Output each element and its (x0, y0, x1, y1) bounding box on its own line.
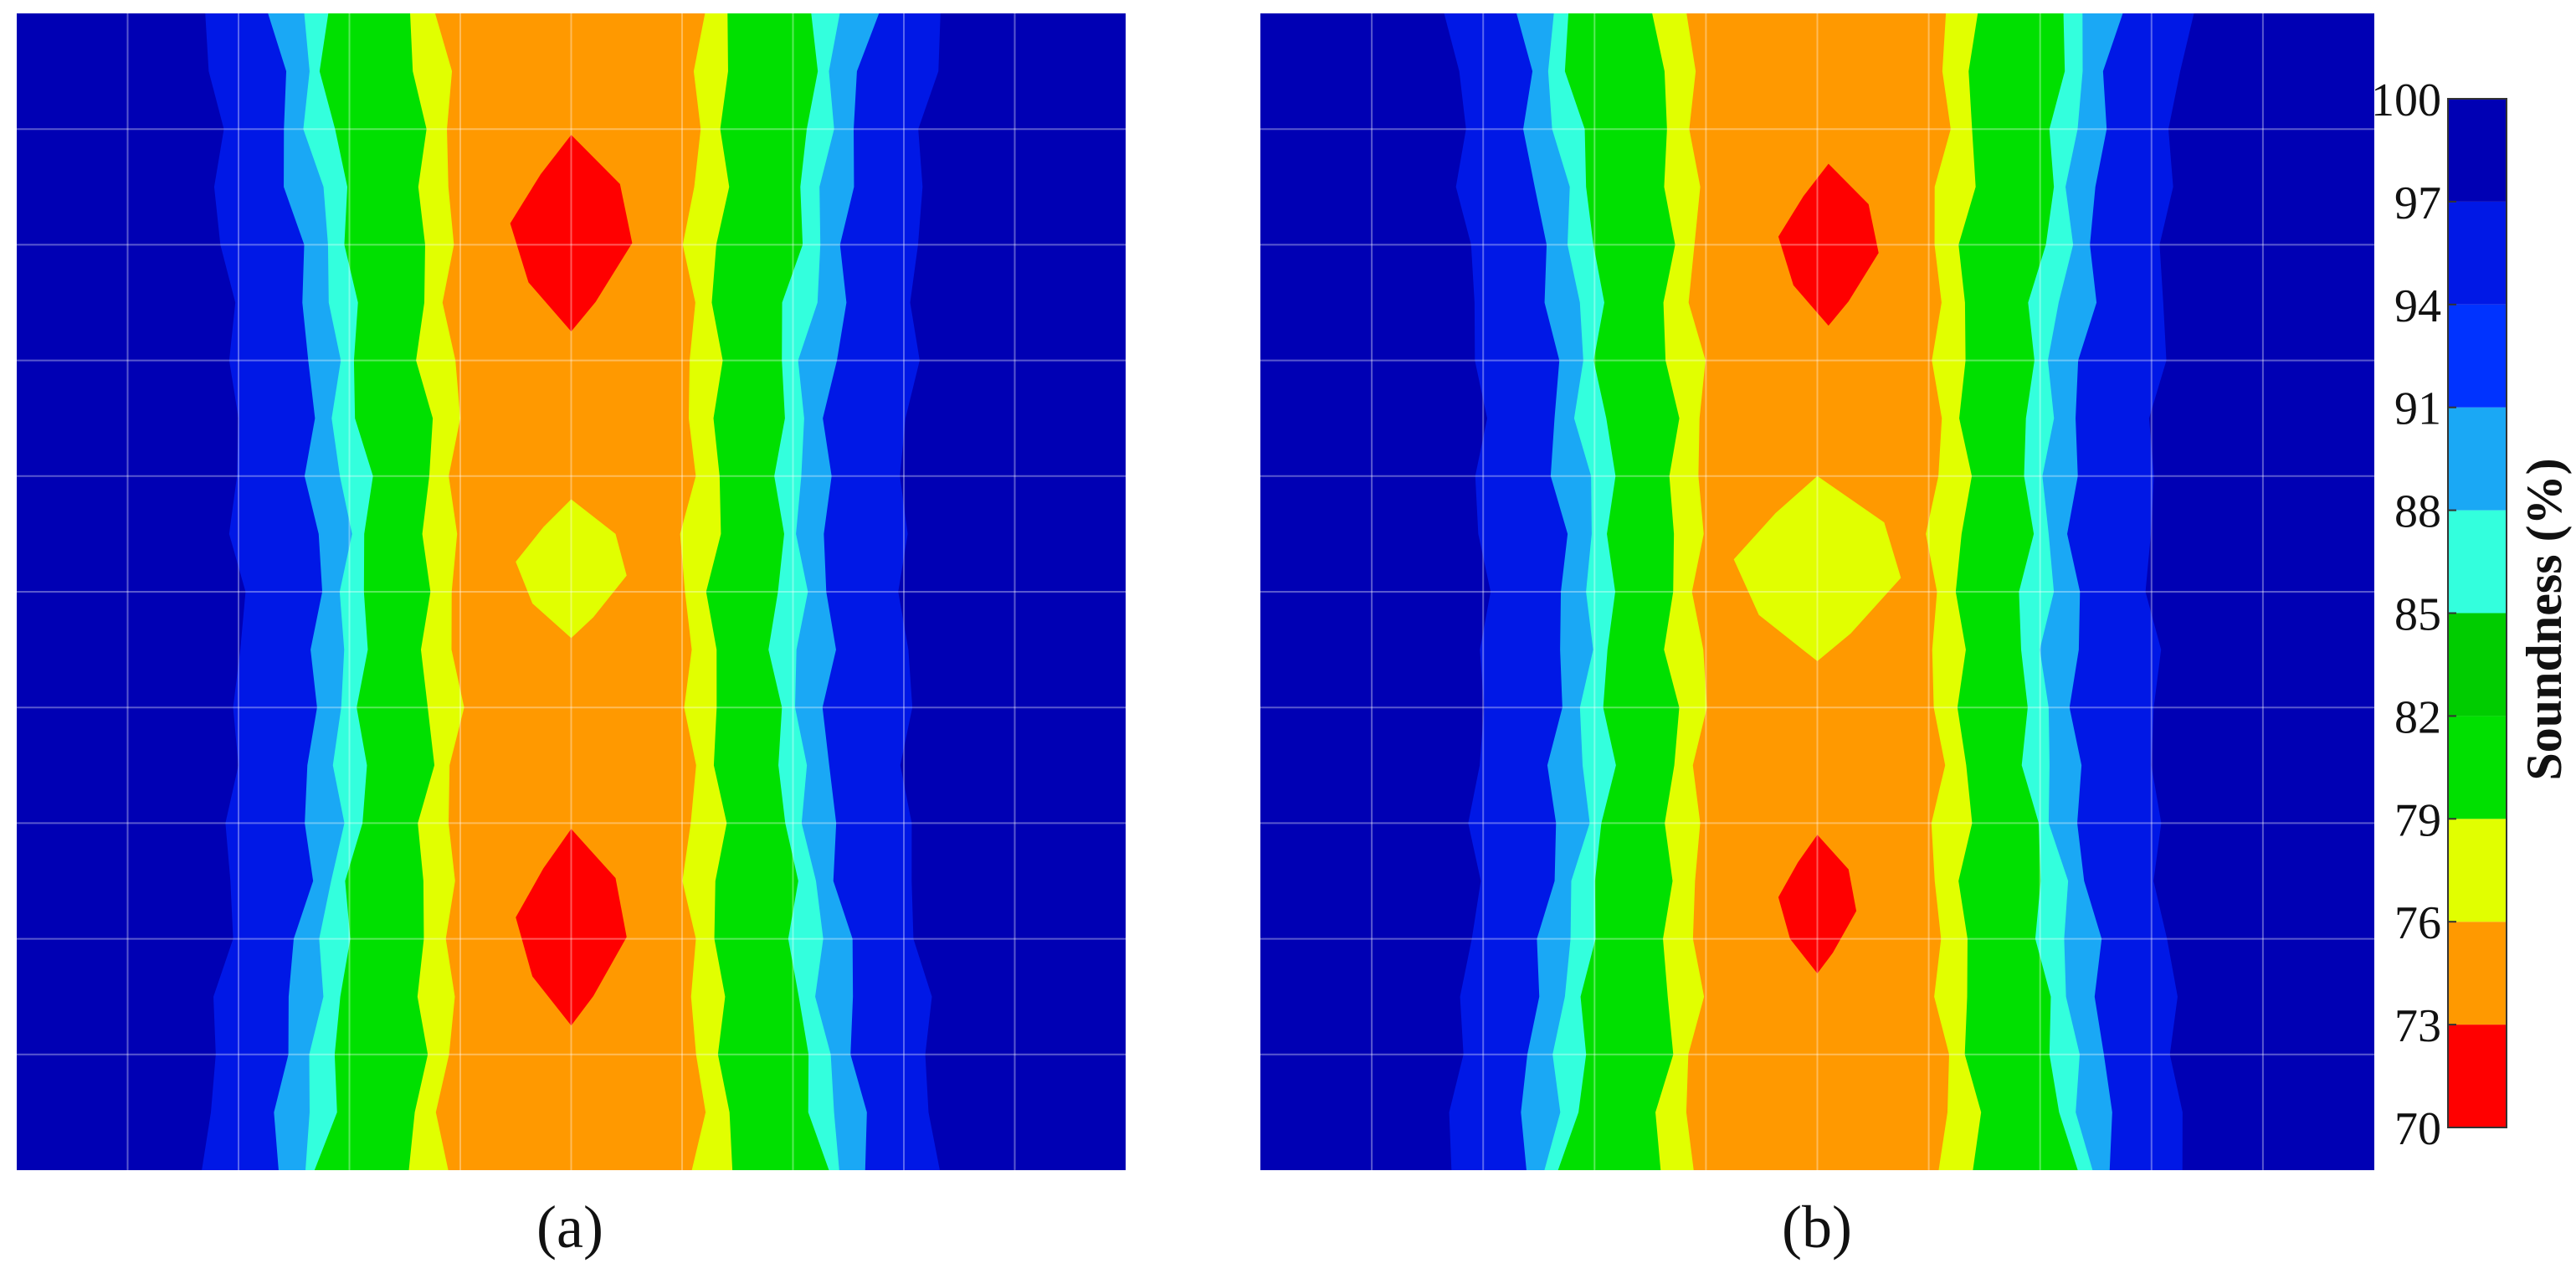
colorbar-tick-label: 76 (2394, 897, 2441, 949)
contour-panel (1260, 13, 2374, 1170)
contour-island (1778, 835, 1857, 974)
colorbar-segment (2448, 304, 2507, 408)
panel-label: (a) (536, 1194, 603, 1261)
colorbar-title: Soundness (%) (2517, 458, 2572, 780)
colorbar-segment (2448, 201, 2507, 305)
colorbar-tick-label: 100 (2371, 74, 2441, 126)
contour-body (17, 13, 1126, 1170)
colorbar-tick-label: 70 (2394, 1103, 2441, 1155)
colorbar-segment (2448, 407, 2507, 511)
contour-panel (17, 13, 1126, 1170)
colorbar-segment (2448, 99, 2507, 202)
colorbar-tick-label: 91 (2394, 383, 2441, 435)
colorbar-segment (2448, 510, 2507, 614)
contour-island (510, 135, 633, 332)
colorbar-segment (2448, 1025, 2507, 1127)
colorbar-tick-label: 94 (2394, 280, 2441, 332)
colorbar-segment (2448, 819, 2507, 922)
colorbar-segment (2448, 716, 2507, 819)
contour-island (1733, 475, 1901, 661)
colorbar-segment (2448, 922, 2507, 1025)
colorbar: 70 73 76 79 82 85 88 91 94 97 100 Soundness (%) (2371, 74, 2572, 1155)
colorbar-tick-label: 85 (2394, 589, 2441, 641)
contour-body (1260, 13, 2374, 1170)
colorbar-frame (2447, 98, 2507, 1128)
colorbar-segment (2448, 613, 2507, 716)
colorbar-tick-label: 82 (2394, 691, 2441, 743)
contour-island (516, 499, 627, 639)
colorbar-tick-label: 97 (2394, 177, 2441, 229)
contour-island (1778, 163, 1879, 326)
colorbar-tick-label: 73 (2394, 1000, 2441, 1052)
contour-island (516, 829, 627, 1026)
colorbar-tick-label: 79 (2394, 794, 2441, 846)
colorbar-tick-label: 88 (2394, 486, 2441, 538)
panel-label: (b) (1782, 1194, 1852, 1261)
